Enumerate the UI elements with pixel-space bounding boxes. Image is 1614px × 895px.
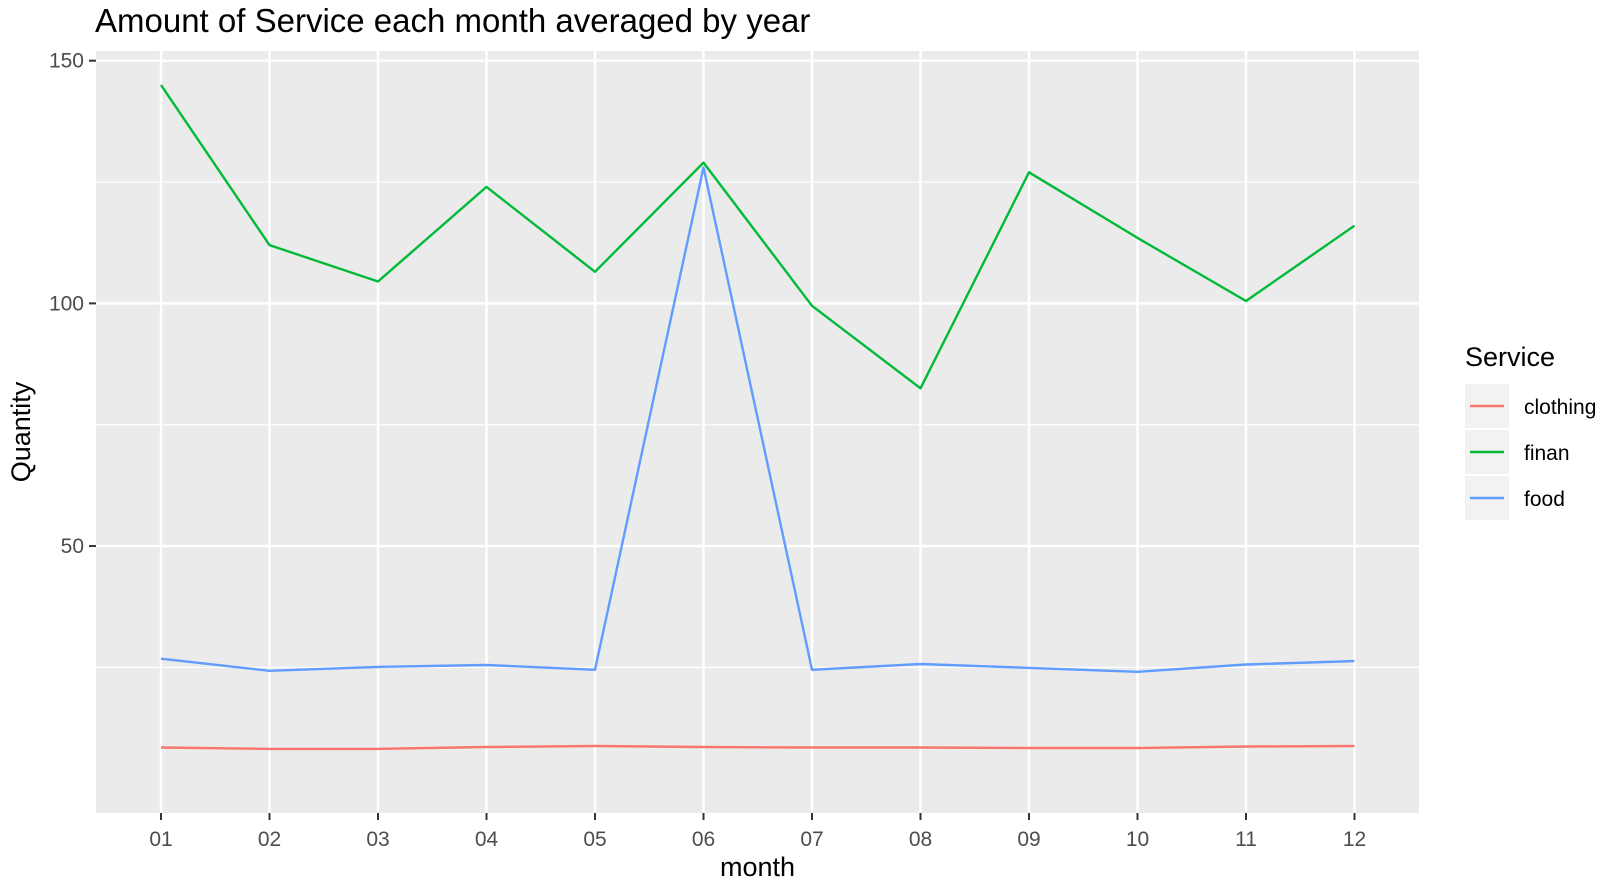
y-tick-label: 150 xyxy=(49,50,84,73)
legend-label-clothing: clothing xyxy=(1524,396,1596,419)
x-tick-label: 02 xyxy=(258,828,281,851)
y-tick-label: 50 xyxy=(61,535,84,558)
axis-layer: 50 100 150 01 02 03 04 05 06 07 08 09 10 11 12 xyxy=(49,50,1366,851)
series-line-clothing xyxy=(160,744,1355,751)
chart-title: Amount of Service each month averaged by… xyxy=(95,2,810,39)
x-tick-label: 06 xyxy=(692,828,715,851)
x-tick-label: 03 xyxy=(366,828,389,851)
legend: Service clothing finan food xyxy=(1465,342,1596,520)
legend-title: Service xyxy=(1465,342,1555,372)
y-axis-title: Quantity xyxy=(6,381,36,482)
x-tick-label: 12 xyxy=(1343,828,1366,851)
series-line-food xyxy=(160,166,1355,673)
series-layer xyxy=(160,84,1356,751)
x-tick-label: 05 xyxy=(583,828,606,851)
x-tick-label: 01 xyxy=(149,828,172,851)
series-line-finan xyxy=(160,84,1356,390)
legend-label-food: food xyxy=(1524,488,1565,511)
x-tick-label: 09 xyxy=(1017,828,1040,851)
x-tick-label: 08 xyxy=(909,828,932,851)
x-tick-label: 11 xyxy=(1235,828,1257,851)
legend-label-finan: finan xyxy=(1524,442,1570,465)
grid-layer xyxy=(96,51,1419,813)
plot-panel xyxy=(96,51,1419,813)
x-axis-title: month xyxy=(720,852,795,882)
x-tick-label: 07 xyxy=(800,828,823,851)
x-tick-label: 10 xyxy=(1126,828,1149,851)
y-tick-label: 100 xyxy=(49,292,84,315)
x-tick-label: 04 xyxy=(475,828,499,851)
